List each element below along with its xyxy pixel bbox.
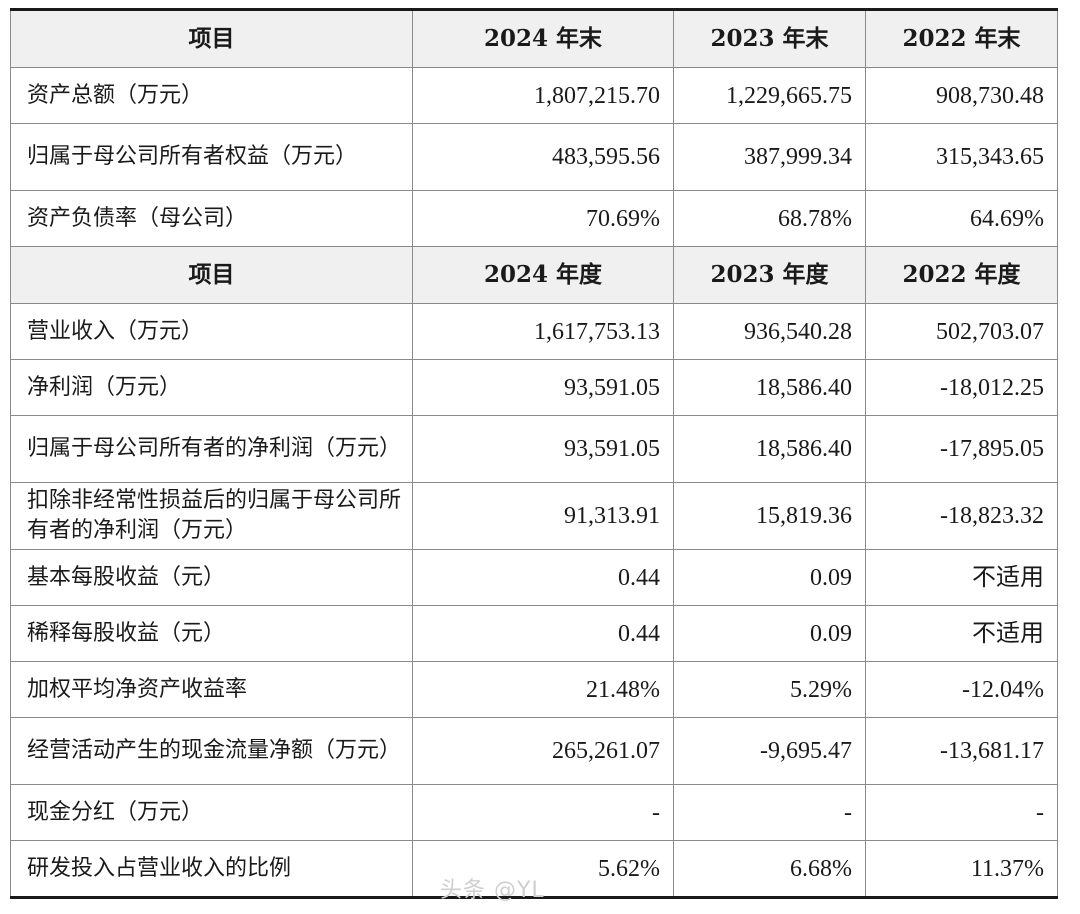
cell-2022: 不适用 bbox=[865, 605, 1058, 662]
cell-2023: - bbox=[673, 784, 866, 841]
cell-2023: -9,695.47 bbox=[673, 717, 866, 785]
cell-2024: 483,595.56 bbox=[412, 123, 674, 191]
table-row: 归属于母公司所有者权益（万元） 483,595.56 387,999.34 31… bbox=[10, 123, 1058, 191]
cell-2022: -12.04% bbox=[865, 661, 1058, 718]
table-row: 资产总额（万元） 1,807,215.70 1,229,665.75 908,7… bbox=[10, 67, 1058, 124]
header-2023: 2023 年度 bbox=[673, 246, 866, 304]
cell-2024: 91,313.91 bbox=[412, 482, 674, 550]
row-label: 净利润（万元） bbox=[10, 359, 413, 416]
cell-2022: 64.69% bbox=[865, 190, 1058, 247]
cell-2022: -18,012.25 bbox=[865, 359, 1058, 416]
financial-table-container: 项目 2024 年末 2023 年末 2022 年末 资产总额（万元） 1,80… bbox=[10, 8, 1058, 899]
table-row: 归属于母公司所有者的净利润（万元） 93,591.05 18,586.40 -1… bbox=[10, 415, 1058, 483]
cell-2022: -18,823.32 bbox=[865, 482, 1058, 550]
cell-2023: 68.78% bbox=[673, 190, 866, 247]
cell-2022: -13,681.17 bbox=[865, 717, 1058, 785]
header-item: 项目 bbox=[10, 9, 413, 68]
cell-2024: 93,591.05 bbox=[412, 359, 674, 416]
cell-2023: 0.09 bbox=[673, 605, 866, 662]
header-row-fiscal-year: 项目 2024 年度 2023 年度 2022 年度 bbox=[10, 246, 1058, 304]
header-2024: 2024 年末 bbox=[412, 9, 674, 68]
cell-2022: 908,730.48 bbox=[865, 67, 1058, 124]
financial-table: 项目 2024 年末 2023 年末 2022 年末 资产总额（万元） 1,80… bbox=[10, 8, 1058, 899]
cell-2024: 0.44 bbox=[412, 605, 674, 662]
cell-2023: 18,586.40 bbox=[673, 415, 866, 483]
table-row: 基本每股收益（元） 0.44 0.09 不适用 bbox=[10, 549, 1058, 606]
cell-2023: 18,586.40 bbox=[673, 359, 866, 416]
cell-2024: 1,807,215.70 bbox=[412, 67, 674, 124]
cell-2023: 936,540.28 bbox=[673, 303, 866, 360]
cell-2023: 5.29% bbox=[673, 661, 866, 718]
cell-2023: 1,229,665.75 bbox=[673, 67, 866, 124]
table-row: 经营活动产生的现金流量净额（万元） 265,261.07 -9,695.47 -… bbox=[10, 717, 1058, 785]
header-row-year-end: 项目 2024 年末 2023 年末 2022 年末 bbox=[10, 9, 1058, 68]
row-label: 资产总额（万元） bbox=[10, 67, 413, 124]
cell-2024: 70.69% bbox=[412, 190, 674, 247]
cell-2024: - bbox=[412, 784, 674, 841]
row-label: 归属于母公司所有者权益（万元） bbox=[10, 123, 413, 191]
header-item: 项目 bbox=[10, 246, 413, 304]
row-label: 加权平均净资产收益率 bbox=[10, 661, 413, 718]
row-label: 营业收入（万元） bbox=[10, 303, 413, 360]
table-row: 研发投入占营业收入的比例 5.62% 6.68% 11.37% bbox=[10, 840, 1058, 898]
row-label: 稀释每股收益（元） bbox=[10, 605, 413, 662]
cell-2022: 不适用 bbox=[865, 549, 1058, 606]
row-label: 经营活动产生的现金流量净额（万元） bbox=[10, 717, 413, 785]
cell-2024: 21.48% bbox=[412, 661, 674, 718]
header-2022: 2022 年末 bbox=[865, 9, 1058, 68]
row-label: 现金分红（万元） bbox=[10, 784, 413, 841]
row-label: 研发投入占营业收入的比例 bbox=[10, 840, 413, 898]
table-row: 资产负债率（母公司） 70.69% 68.78% 64.69% bbox=[10, 190, 1058, 247]
cell-2022: 502,703.07 bbox=[865, 303, 1058, 360]
table-row: 稀释每股收益（元） 0.44 0.09 不适用 bbox=[10, 605, 1058, 662]
header-2024: 2024 年度 bbox=[412, 246, 674, 304]
row-label: 资产负债率（母公司） bbox=[10, 190, 413, 247]
cell-2023: 387,999.34 bbox=[673, 123, 866, 191]
cell-2024: 93,591.05 bbox=[412, 415, 674, 483]
cell-2023: 15,819.36 bbox=[673, 482, 866, 550]
row-label: 基本每股收益（元） bbox=[10, 549, 413, 606]
cell-2024: 0.44 bbox=[412, 549, 674, 606]
header-2022: 2022 年度 bbox=[865, 246, 1058, 304]
header-2023: 2023 年末 bbox=[673, 9, 866, 68]
cell-2024: 265,261.07 bbox=[412, 717, 674, 785]
cell-2024: 5.62% bbox=[412, 840, 674, 898]
cell-2023: 6.68% bbox=[673, 840, 866, 898]
cell-2022: 11.37% bbox=[865, 840, 1058, 898]
watermark: 头条 @YL bbox=[440, 878, 545, 903]
table-row: 营业收入（万元） 1,617,753.13 936,540.28 502,703… bbox=[10, 303, 1058, 360]
row-label: 归属于母公司所有者的净利润（万元） bbox=[10, 415, 413, 483]
table-row: 现金分红（万元） - - - bbox=[10, 784, 1058, 841]
cell-2022: - bbox=[865, 784, 1058, 841]
table-row: 扣除非经常性损益后的归属于母公司所有者的净利润（万元） 91,313.91 15… bbox=[10, 482, 1058, 550]
cell-2024: 1,617,753.13 bbox=[412, 303, 674, 360]
row-label: 扣除非经常性损益后的归属于母公司所有者的净利润（万元） bbox=[10, 482, 413, 550]
cell-2022: 315,343.65 bbox=[865, 123, 1058, 191]
cell-2023: 0.09 bbox=[673, 549, 866, 606]
table-row: 净利润（万元） 93,591.05 18,586.40 -18,012.25 bbox=[10, 359, 1058, 416]
cell-2022: -17,895.05 bbox=[865, 415, 1058, 483]
table-row: 加权平均净资产收益率 21.48% 5.29% -12.04% bbox=[10, 661, 1058, 718]
